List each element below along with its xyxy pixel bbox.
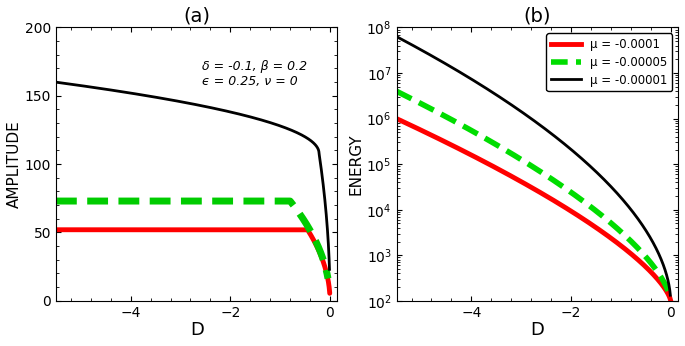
- Legend: μ = -0.0001, μ = -0.00005, μ = -0.00001: μ = -0.0001, μ = -0.00005, μ = -0.00001: [547, 34, 672, 91]
- Y-axis label: ENERGY: ENERGY: [349, 133, 364, 195]
- Title: (a): (a): [183, 7, 210, 26]
- X-axis label: D: D: [190, 321, 203, 339]
- X-axis label: D: D: [530, 321, 545, 339]
- Text: δ = -0.1, β = 0.2
ϵ = 0.25, ν = 0: δ = -0.1, β = 0.2 ϵ = 0.25, ν = 0: [202, 60, 308, 88]
- Title: (b): (b): [523, 7, 551, 26]
- Y-axis label: AMPLITUDE: AMPLITUDE: [7, 120, 22, 208]
